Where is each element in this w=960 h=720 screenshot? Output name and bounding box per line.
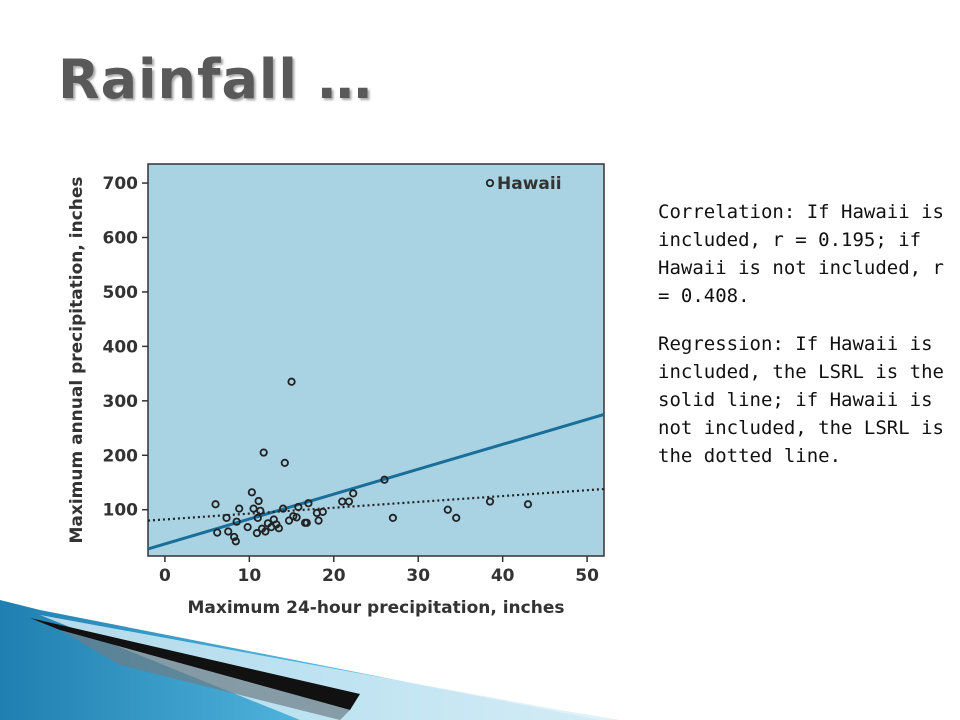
y-axis-label: Maximum annual precipitation, inches bbox=[67, 176, 87, 543]
x-tick-label: 30 bbox=[406, 566, 430, 586]
data-point bbox=[230, 532, 239, 542]
data-point bbox=[284, 516, 294, 525]
data-point bbox=[485, 497, 495, 506]
x-tick-label: 20 bbox=[322, 566, 346, 586]
plot-background bbox=[147, 163, 605, 557]
data-point bbox=[232, 517, 241, 526]
data-point bbox=[235, 504, 244, 513]
data-point bbox=[294, 502, 303, 512]
data-point bbox=[287, 377, 296, 386]
y-tick-label: 400 bbox=[103, 337, 139, 357]
data-point bbox=[213, 528, 222, 537]
correlation-note: Correlation: If Hawaii is included, r = … bbox=[658, 201, 944, 307]
data-point bbox=[253, 513, 262, 522]
swoosh-grey bbox=[60, 630, 350, 720]
x-axis-label: Maximum 24-hour precipitation, inches bbox=[188, 598, 565, 618]
data-point bbox=[292, 513, 301, 522]
data-point bbox=[261, 527, 270, 536]
y-tick-label: 300 bbox=[103, 392, 139, 412]
data-point bbox=[224, 527, 233, 536]
data-point bbox=[274, 524, 283, 533]
data-point bbox=[259, 448, 268, 457]
data-point bbox=[231, 537, 240, 546]
swoosh-blue bbox=[0, 600, 600, 720]
data-point bbox=[523, 500, 533, 509]
data-point bbox=[304, 499, 313, 508]
solid-regression-line bbox=[148, 413, 604, 551]
data-point bbox=[256, 506, 265, 515]
data-point bbox=[254, 496, 263, 506]
y-tick-label: 500 bbox=[103, 283, 139, 303]
data-point bbox=[249, 504, 258, 513]
data-point bbox=[452, 513, 461, 522]
hawaii-label: Hawaii bbox=[497, 174, 562, 194]
x-tick-label: 40 bbox=[491, 566, 515, 586]
scatter-chart: 0 10 20 30 40 50 100 200 300 400 500 600 700 Maximum… bbox=[60, 150, 620, 620]
data-point bbox=[279, 504, 288, 513]
swoosh-dark bbox=[30, 618, 360, 710]
slide-title: Rainfall … bbox=[58, 48, 373, 111]
data-point bbox=[222, 513, 231, 522]
hawaii-point bbox=[485, 178, 495, 188]
side-notes: Correlation: If Hawaii is included, r = … bbox=[658, 198, 958, 490]
data-point bbox=[252, 529, 262, 538]
data-point bbox=[380, 475, 389, 484]
decorative-swoosh bbox=[0, 600, 620, 720]
x-tick-label: 50 bbox=[575, 566, 599, 586]
data-point bbox=[314, 516, 323, 525]
chart-svg: 0 10 20 30 40 50 100 200 300 400 500 600 700 Maximum… bbox=[67, 163, 605, 618]
regression-note: Regression: If Hawaii is included, the L… bbox=[658, 333, 944, 467]
data-point bbox=[247, 488, 256, 497]
data-point bbox=[302, 518, 311, 527]
data-point bbox=[349, 489, 358, 498]
x-tick-label: 0 bbox=[159, 566, 171, 586]
data-point bbox=[344, 497, 354, 506]
x-tick-label: 10 bbox=[237, 566, 261, 586]
data-point bbox=[280, 458, 289, 467]
data-point bbox=[318, 507, 327, 516]
data-point bbox=[388, 513, 397, 522]
y-tick-label: 600 bbox=[103, 229, 139, 249]
data-point bbox=[243, 523, 252, 532]
y-tick-label: 100 bbox=[103, 501, 139, 521]
data-point bbox=[443, 505, 452, 514]
y-tick-label: 700 bbox=[103, 174, 139, 194]
y-tick-label: 200 bbox=[103, 446, 139, 466]
data-point bbox=[211, 500, 220, 509]
